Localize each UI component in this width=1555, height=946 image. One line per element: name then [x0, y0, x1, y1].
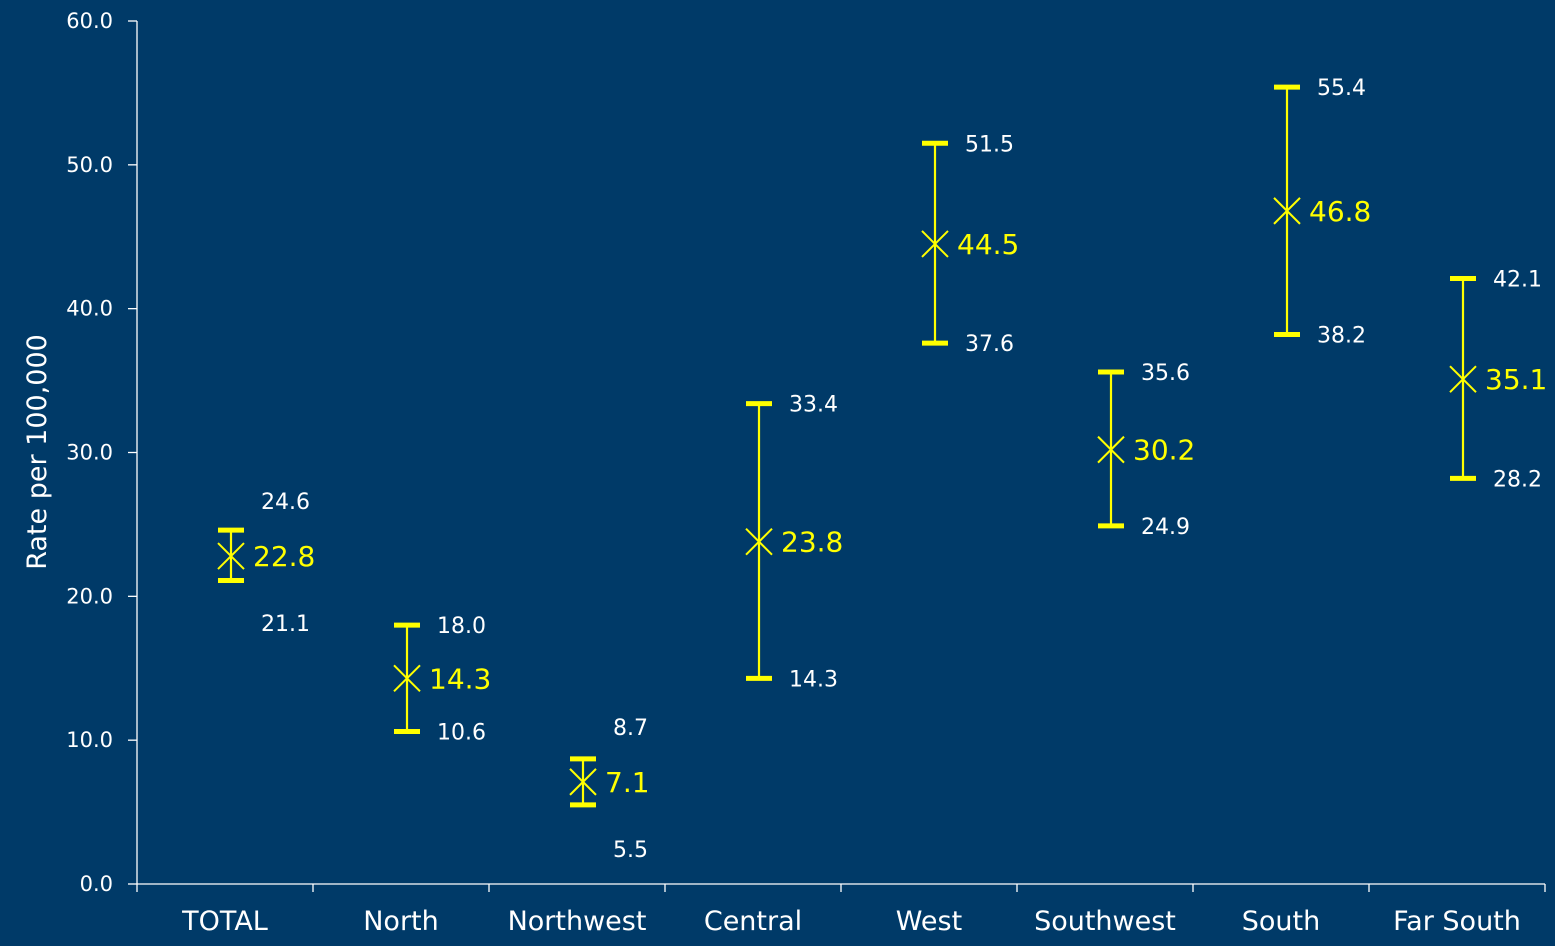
x-category-label: Central	[704, 906, 802, 937]
data-point-group: 30.2 35.6 24.9	[1097, 361, 1195, 540]
x-category-label: West	[896, 906, 962, 937]
data-point-marker	[921, 230, 949, 258]
data-point-marker	[1097, 435, 1125, 464]
data-point-upper-label: 8.7	[613, 716, 648, 741]
data-point-upper-label: 42.1	[1493, 267, 1542, 292]
axes-layer: 0.0 10.0 20.0 30.0 40.0 50.0 60.0 Rate per 100,…	[22, 9, 1546, 937]
data-point-lower-label: 21.1	[261, 612, 310, 637]
data-point-lower-label: 14.3	[789, 667, 838, 692]
data-point-upper-label: 55.4	[1317, 76, 1366, 101]
data-point-value-label: 14.3	[429, 662, 491, 695]
data-point-marker	[1273, 197, 1301, 225]
data-point-upper-label: 35.6	[1141, 361, 1190, 386]
x-category-label: Southwest	[1034, 906, 1176, 937]
data-point-marker	[217, 542, 245, 570]
data-point-lower-label: 10.6	[437, 721, 486, 746]
data-point-value-label: 46.8	[1309, 195, 1371, 228]
data-point-upper-label: 24.6	[261, 490, 310, 515]
data-point-marker	[569, 768, 597, 796]
y-tick-label: 20.0	[66, 584, 113, 608]
y-tick-label: 60.0	[66, 9, 113, 33]
data-point-lower-label: 37.6	[965, 332, 1014, 357]
data-point-value-label: 30.2	[1133, 434, 1195, 467]
data-point-value-label: 35.1	[1485, 363, 1547, 396]
y-tick-label: 50.0	[66, 153, 113, 177]
y-tick-label: 0.0	[80, 872, 113, 896]
data-point-group: 46.8 55.4 38.2	[1273, 76, 1371, 349]
data-point-value-label: 7.1	[605, 766, 650, 799]
data-point-group: 7.1 8.7 5.5	[569, 716, 650, 863]
data-point-lower-label: 28.2	[1493, 467, 1542, 492]
data-point-group: 22.8 24.6 21.1	[217, 490, 315, 637]
data-point-value-label: 44.5	[957, 228, 1019, 261]
data-point-value-label: 23.8	[781, 526, 843, 559]
data-point-marker	[1449, 365, 1477, 393]
y-axis-title: Rate per 100,000	[22, 334, 53, 570]
data-point-upper-label: 33.4	[789, 393, 838, 418]
x-category-label: Northwest	[508, 906, 647, 937]
x-category-label: South	[1242, 906, 1320, 937]
x-category-label: TOTAL	[181, 906, 268, 937]
data-point-group: 44.5 51.5 37.6	[921, 132, 1019, 357]
data-point-upper-label: 51.5	[965, 132, 1014, 157]
data-point-group: 14.3 18.0 10.6	[393, 614, 491, 746]
data-point-marker	[393, 664, 421, 693]
x-category-label: Far South	[1393, 906, 1521, 937]
data-point-marker	[745, 527, 773, 556]
data-point-value-label: 22.8	[253, 540, 315, 573]
marks-layer: 22.8 24.6 21.1 14.3 18.0 10.6 7.1 8.7 5.5 23.8 33.…	[217, 76, 1547, 863]
data-point-lower-label: 24.9	[1141, 515, 1190, 540]
y-tick-label: 40.0	[66, 297, 113, 321]
data-point-upper-label: 18.0	[437, 614, 486, 639]
data-point-lower-label: 5.5	[613, 838, 648, 863]
data-point-group: 35.1 42.1 28.2	[1449, 267, 1547, 492]
y-tick-label: 30.0	[66, 441, 113, 465]
data-point-lower-label: 38.2	[1317, 324, 1366, 349]
data-point-group: 23.8 33.4 14.3	[745, 393, 843, 692]
y-tick-label: 10.0	[66, 728, 113, 752]
x-category-label: North	[363, 906, 439, 937]
